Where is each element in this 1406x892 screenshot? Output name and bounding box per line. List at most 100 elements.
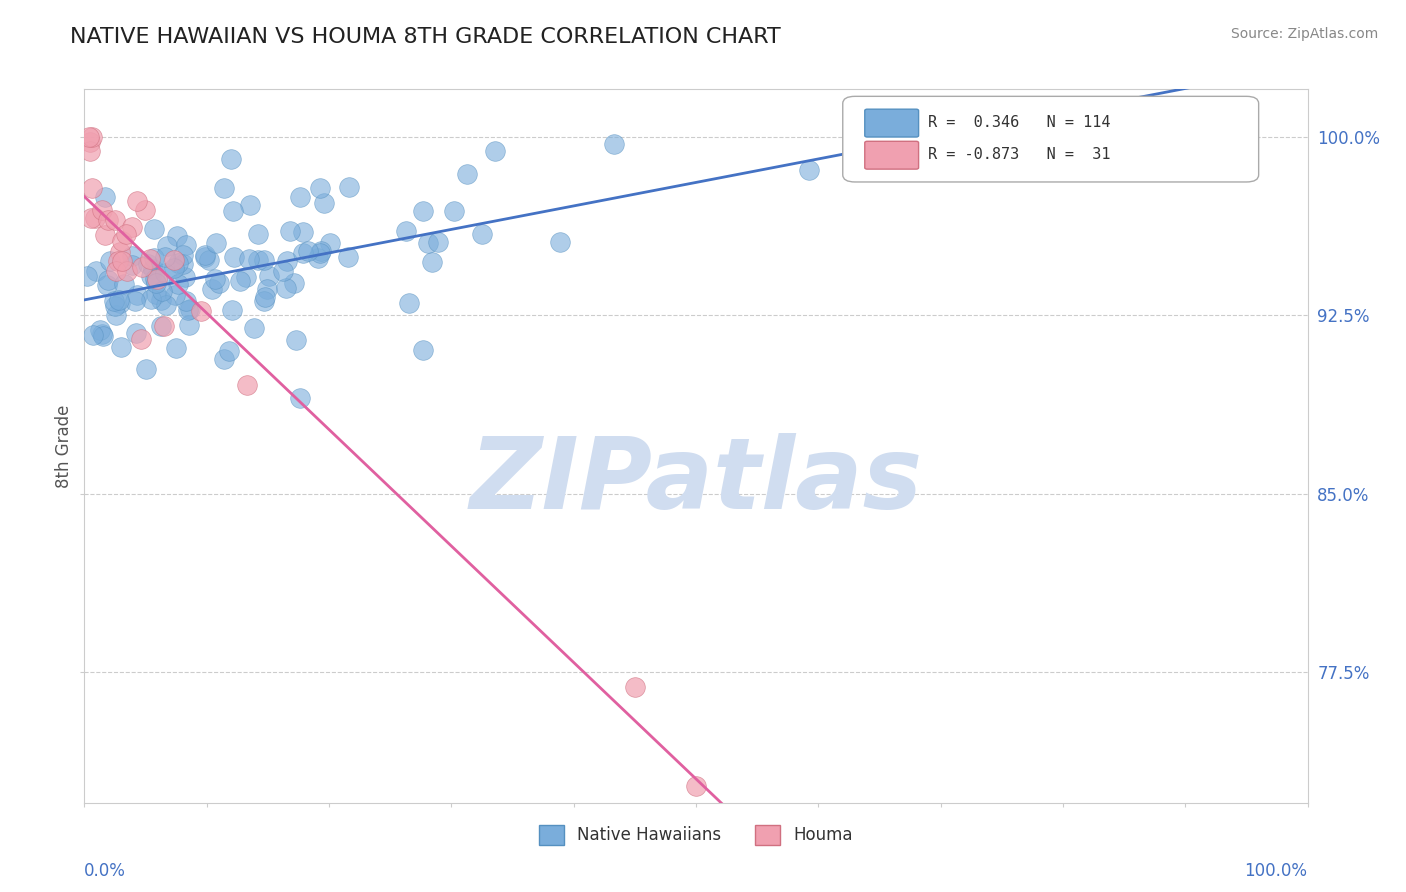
Point xyxy=(77,129,100,144)
Point xyxy=(172,247,194,261)
Point xyxy=(548,235,571,249)
Point xyxy=(243,320,266,334)
Y-axis label: 8th Grade: 8th Grade xyxy=(55,404,73,488)
Point xyxy=(319,235,342,250)
Point xyxy=(80,211,103,225)
Point xyxy=(274,280,297,294)
Point xyxy=(143,221,166,235)
Point xyxy=(418,235,440,250)
Point xyxy=(104,299,127,313)
Point xyxy=(111,253,134,268)
Point xyxy=(115,227,138,241)
Point xyxy=(105,308,128,322)
Point xyxy=(420,255,443,269)
Point xyxy=(166,228,188,243)
Point xyxy=(253,252,276,267)
Point xyxy=(412,343,434,357)
Point xyxy=(205,235,228,250)
Point xyxy=(108,295,131,310)
Point xyxy=(208,276,231,290)
Point xyxy=(337,251,360,265)
Point xyxy=(94,227,117,242)
Point xyxy=(139,292,162,306)
Point xyxy=(257,269,280,284)
Point xyxy=(412,204,434,219)
Point xyxy=(456,167,478,181)
FancyBboxPatch shape xyxy=(865,141,918,169)
Text: 100.0%: 100.0% xyxy=(1244,863,1308,880)
Point xyxy=(94,189,117,203)
Point xyxy=(603,137,626,152)
Point xyxy=(131,260,153,274)
Point xyxy=(79,144,101,158)
Point xyxy=(484,144,506,158)
Point xyxy=(97,272,120,286)
Text: ZIPatlas: ZIPatlas xyxy=(470,434,922,530)
Point xyxy=(256,282,278,296)
Point xyxy=(443,204,465,219)
Point xyxy=(143,251,166,265)
Point xyxy=(212,181,235,195)
Point xyxy=(82,327,104,342)
Point xyxy=(309,246,332,260)
FancyBboxPatch shape xyxy=(865,109,918,137)
Point xyxy=(76,269,98,284)
Point xyxy=(238,252,260,267)
Point xyxy=(239,197,262,211)
Point xyxy=(91,329,114,343)
Point xyxy=(246,227,269,242)
Point xyxy=(162,260,184,275)
Point xyxy=(121,258,143,272)
Point xyxy=(104,264,127,278)
Point xyxy=(150,293,173,307)
Point xyxy=(221,203,243,218)
Point xyxy=(236,378,259,392)
Point xyxy=(83,211,105,226)
Point xyxy=(125,194,148,208)
Point xyxy=(194,250,217,264)
Point xyxy=(165,341,187,355)
Point xyxy=(89,323,111,337)
Point xyxy=(136,257,159,271)
Point xyxy=(145,287,167,301)
Point xyxy=(150,318,173,333)
Point xyxy=(107,253,129,268)
Point xyxy=(471,227,494,241)
Point xyxy=(177,303,200,318)
Text: R =  0.346   N = 114: R = 0.346 N = 114 xyxy=(928,115,1111,130)
Point xyxy=(283,277,305,291)
Point xyxy=(235,269,257,284)
Point xyxy=(218,344,240,359)
Point xyxy=(204,272,226,286)
Point xyxy=(150,284,173,298)
Point xyxy=(166,277,188,291)
Point xyxy=(194,248,217,262)
Point xyxy=(276,253,298,268)
Point xyxy=(280,224,302,238)
Point xyxy=(124,326,146,340)
Point xyxy=(153,250,176,264)
Point xyxy=(139,269,162,284)
Point xyxy=(121,220,143,235)
Point xyxy=(799,163,821,178)
Point xyxy=(221,153,243,167)
Point xyxy=(121,249,143,263)
Point xyxy=(229,274,252,288)
Point xyxy=(91,327,114,342)
Point xyxy=(222,250,245,264)
Point xyxy=(96,278,118,293)
Text: NATIVE HAWAIIAN VS HOUMA 8TH GRADE CORRELATION CHART: NATIVE HAWAIIAN VS HOUMA 8TH GRADE CORRE… xyxy=(70,27,782,46)
Point xyxy=(394,224,416,238)
Point xyxy=(163,253,186,268)
Point xyxy=(198,253,221,268)
Point xyxy=(297,244,319,258)
Point xyxy=(290,391,312,405)
Point xyxy=(110,340,132,354)
Point xyxy=(247,253,270,268)
Point xyxy=(176,294,198,309)
Point xyxy=(112,277,135,292)
Point xyxy=(254,290,277,304)
Point xyxy=(291,246,314,260)
Point xyxy=(84,264,107,278)
Point xyxy=(163,288,186,302)
